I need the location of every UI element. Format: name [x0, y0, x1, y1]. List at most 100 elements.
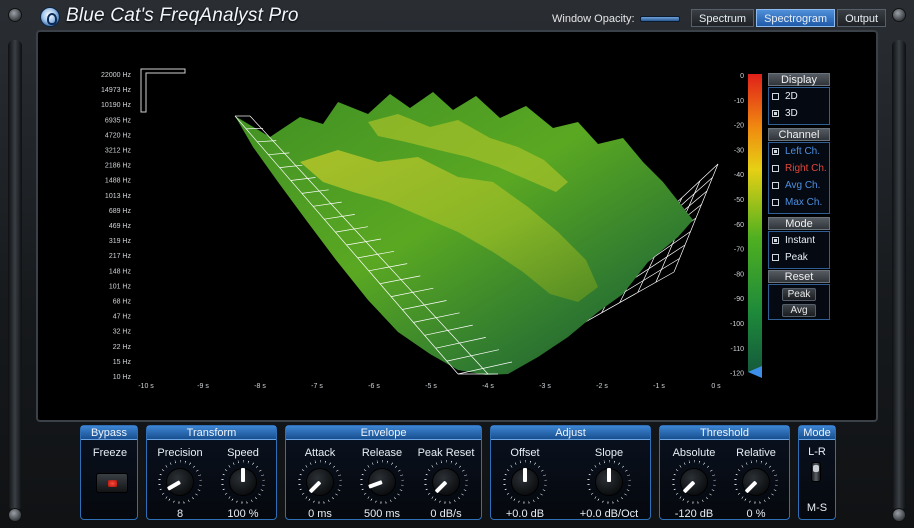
offset-label: Offset — [510, 447, 540, 459]
tab-spectrum[interactable]: Spectrum — [691, 9, 755, 27]
speed-knob[interactable] — [225, 464, 261, 500]
attack-knob[interactable] — [302, 464, 338, 500]
threshold-title: Threshold — [660, 426, 789, 440]
window-opacity-slider[interactable] — [640, 16, 680, 22]
db-tick-label: -40 — [734, 172, 744, 179]
floor-grid-line — [290, 177, 316, 181]
release-control: Release 500 ms — [350, 446, 414, 521]
precision-label: Precision — [157, 447, 203, 459]
db-scale-marker-icon[interactable] — [748, 366, 762, 378]
floor-grid-line — [368, 263, 408, 272]
frequency-tick-label: 14973 Hz — [101, 87, 131, 94]
display-option-3d[interactable]: 3D — [769, 105, 829, 122]
frequency-tick-label: 217 Hz — [109, 253, 132, 260]
checkbox-instant[interactable] — [772, 237, 779, 244]
relative-control: Relative 0 % — [724, 446, 788, 521]
frequency-tick-label: 469 Hz — [109, 223, 132, 230]
time-tick-label: -4 s — [482, 383, 494, 390]
time-tick-label: -6 s — [368, 383, 380, 390]
release-label: Release — [361, 447, 403, 459]
freeze-label: Freeze — [92, 447, 128, 459]
peak-reset-value: 0 dB/s — [430, 508, 462, 520]
reset-section-title: Reset — [768, 270, 830, 283]
floor-grid-line — [301, 189, 329, 194]
spectrogram-3d-plot: 22000 Hz 14973 Hz 10190 Hz 6935 Hz 4720 Hz 32… — [101, 68, 762, 390]
relative-knob[interactable] — [738, 464, 774, 500]
floor-grid-line — [249, 115, 489, 375]
tab-spectrogram[interactable]: Spectrogram — [756, 9, 836, 27]
frequency-tick-label: 101 Hz — [109, 283, 132, 290]
bypass-panel: Bypass Freeze — [80, 425, 138, 520]
mode-ms-label: M-S — [806, 502, 828, 514]
precision-control: Precision 8 — [148, 446, 212, 521]
right-rail — [892, 40, 906, 510]
time-tick-label: -5 s — [425, 383, 437, 390]
spectrogram-display[interactable]: 22000 Hz 14973 Hz 10190 Hz 6935 Hz 4720 Hz 32… — [36, 30, 878, 422]
frequency-tick-label: 32 Hz — [113, 329, 132, 336]
db-tick-label: -70 — [734, 247, 744, 254]
blue-cat-logo-icon — [40, 7, 60, 27]
frequency-tick-label: 6935 Hz — [105, 117, 132, 124]
db-tick-label: -50 — [734, 197, 744, 204]
checkbox-peak[interactable] — [772, 254, 779, 261]
reset-options: Peak Avg — [768, 284, 830, 320]
floor-grid-line — [346, 238, 382, 246]
time-tick-label: -9 s — [197, 383, 209, 390]
floor-grid — [234, 115, 513, 375]
db-axis: 0 -10 -20 -30 -40 -50 -60 -70 -80 -90 -100 -110 -120 — [730, 73, 744, 378]
frequency-tick-label: 319 Hz — [109, 238, 132, 245]
reset-peak-button[interactable]: Peak — [782, 288, 816, 301]
db-tick-label: -100 — [730, 321, 744, 328]
frequency-tick-label: 3212 Hz — [105, 148, 132, 155]
frequency-tick-label: 10 Hz — [113, 374, 132, 381]
checkbox-3d[interactable] — [772, 110, 779, 117]
channel-section-title: Channel — [768, 128, 830, 141]
channel-option-right[interactable]: Right Ch. — [769, 160, 829, 177]
time-tick-label: -2 s — [596, 383, 608, 390]
tab-output[interactable]: Output — [837, 9, 887, 27]
checkbox-2d[interactable] — [772, 93, 779, 100]
app-title: Blue Cat's FreqAnalyst Pro — [66, 5, 299, 26]
mode-toggle-switch[interactable] — [811, 462, 821, 482]
floor-grid-line — [357, 250, 395, 259]
offset-knob[interactable] — [507, 464, 543, 500]
peak-reset-knob[interactable] — [428, 464, 464, 500]
floor-grid-line — [413, 312, 460, 323]
channel-option-max[interactable]: Max Ch. — [769, 194, 829, 211]
db-tick-label: -20 — [734, 123, 744, 130]
freeze-button[interactable] — [96, 473, 128, 493]
slope-label: Slope — [594, 447, 624, 459]
time-tick-label: -1 s — [653, 383, 665, 390]
db-tick-label: -80 — [734, 271, 744, 278]
frequency-tick-label: 4720 Hz — [105, 132, 132, 139]
mode-option-peak[interactable]: Peak — [769, 249, 829, 266]
db-tick-label: -60 — [734, 222, 744, 229]
time-tick-label: -7 s — [311, 383, 323, 390]
screw — [8, 8, 22, 22]
reset-avg-button[interactable]: Avg — [782, 304, 816, 317]
floor-grid-line — [268, 152, 290, 156]
checkbox-max-ch[interactable] — [772, 199, 779, 206]
channel-option-avg[interactable]: Avg Ch. — [769, 177, 829, 194]
absolute-knob[interactable] — [676, 464, 712, 500]
channel-option-left[interactable]: Left Ch. — [769, 143, 829, 160]
checkbox-left-ch[interactable] — [772, 148, 779, 155]
frequency-tick-label: 22 Hz — [113, 344, 132, 351]
db-tick-label: -30 — [734, 147, 744, 154]
display-section-title: Display — [768, 73, 830, 86]
display-option-2d[interactable]: 2D — [769, 88, 829, 105]
relative-value: 0 % — [746, 508, 766, 520]
precision-knob[interactable] — [162, 464, 198, 500]
checkbox-right-ch[interactable] — [772, 165, 779, 172]
time-tick-label: -10 s — [138, 383, 154, 390]
release-knob[interactable] — [364, 464, 400, 500]
mode-section-title: Mode — [768, 217, 830, 230]
floor-grid-line — [312, 201, 342, 207]
time-tick-label: -3 s — [539, 383, 551, 390]
corner-bracket — [140, 68, 186, 113]
checkbox-avg-ch[interactable] — [772, 182, 779, 189]
mode-option-instant[interactable]: Instant — [769, 232, 829, 249]
slope-knob[interactable] — [591, 464, 627, 500]
frequency-tick-label: 148 Hz — [109, 268, 132, 275]
transform-title: Transform — [147, 426, 276, 440]
